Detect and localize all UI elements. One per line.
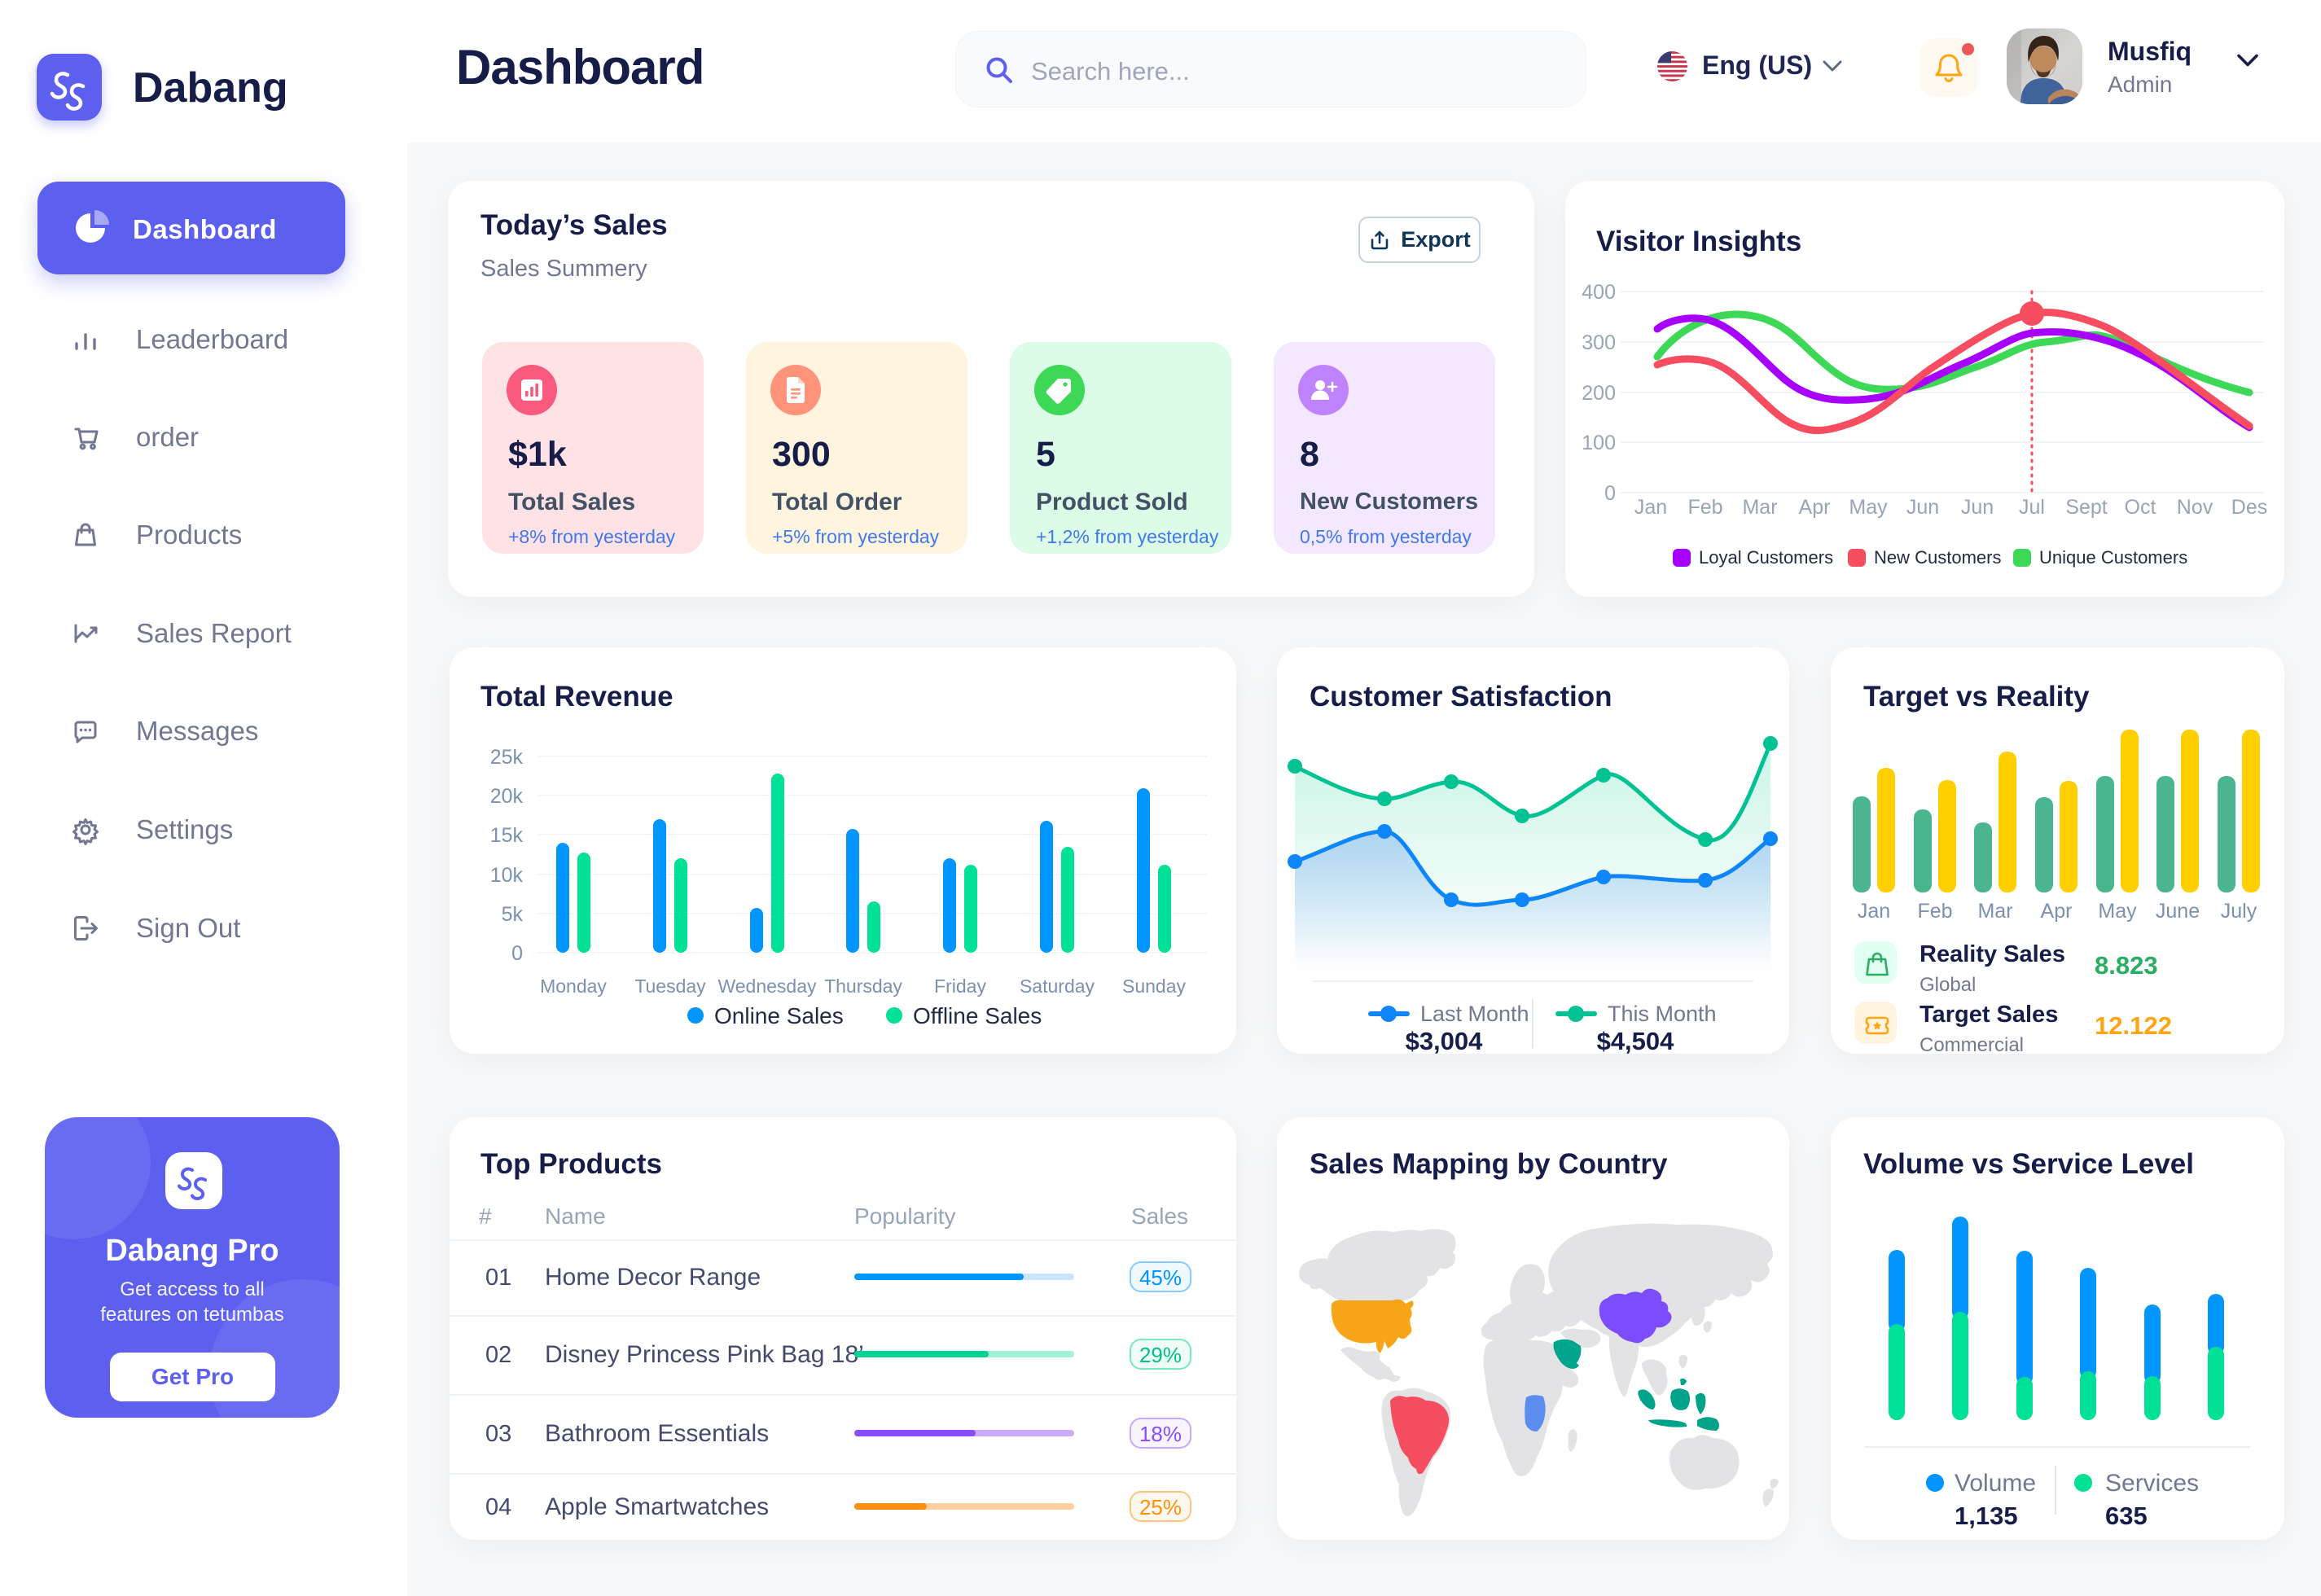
svg-text:0: 0 <box>1604 482 1616 505</box>
svg-text:Apr: Apr <box>2041 900 2073 923</box>
svg-text:Mar: Mar <box>1742 496 1777 519</box>
svg-text:Offline Sales: Offline Sales <box>913 1003 1042 1028</box>
svg-text:May: May <box>1849 496 1888 519</box>
svg-text:Oct: Oct <box>2125 496 2156 519</box>
svg-text:10k: 10k <box>490 864 524 887</box>
svg-text:$3,004: $3,004 <box>1406 1027 1484 1054</box>
svg-text:$4,504: $4,504 <box>1597 1027 1675 1054</box>
svg-text:Apr: Apr <box>1799 496 1831 519</box>
svg-text:Wednesday: Wednesday <box>717 976 817 997</box>
svg-text:Jun: Jun <box>1961 496 1994 519</box>
svg-text:Jan: Jan <box>1858 900 1890 923</box>
svg-text:Loyal Customers: Loyal Customers <box>1699 547 1833 568</box>
svg-text:200: 200 <box>1582 382 1616 405</box>
svg-text:Friday: Friday <box>934 976 986 997</box>
svg-text:15k: 15k <box>490 824 524 847</box>
svg-text:Des: Des <box>2231 496 2267 519</box>
svg-text:0: 0 <box>511 942 523 965</box>
svg-text:This Month: This Month <box>1608 1002 1717 1026</box>
svg-text:New Customers: New Customers <box>1874 547 2001 568</box>
svg-text:Online Sales: Online Sales <box>714 1003 844 1028</box>
svg-text:1,135: 1,135 <box>1955 1502 2018 1530</box>
svg-text:June: June <box>2156 900 2200 923</box>
svg-text:Saturday: Saturday <box>1020 976 1095 997</box>
svg-text:Services: Services <box>2105 1470 2199 1497</box>
svg-text:Jun: Jun <box>1906 496 1939 519</box>
svg-text:400: 400 <box>1582 281 1616 304</box>
svg-text:Sunday: Sunday <box>1122 976 1187 997</box>
svg-text:Jan: Jan <box>1634 496 1667 519</box>
svg-text:Feb: Feb <box>1687 496 1722 519</box>
svg-text:20k: 20k <box>490 785 524 808</box>
svg-text:Tuesday: Tuesday <box>634 976 706 997</box>
svg-text:Sept: Sept <box>2065 496 2107 519</box>
svg-text:635: 635 <box>2105 1502 2148 1530</box>
svg-text:Thursday: Thursday <box>824 976 902 997</box>
svg-text:Volume: Volume <box>1955 1470 2036 1497</box>
svg-text:Jul: Jul <box>2019 496 2045 519</box>
svg-text:300: 300 <box>1582 331 1616 354</box>
svg-text:July: July <box>2221 900 2257 923</box>
svg-text:Last Month: Last Month <box>1420 1002 1529 1026</box>
svg-text:Feb: Feb <box>1917 900 1952 923</box>
svg-text:25k: 25k <box>490 746 524 769</box>
svg-text:Nov: Nov <box>2177 496 2214 519</box>
svg-text:100: 100 <box>1582 432 1616 454</box>
svg-text:5k: 5k <box>502 903 524 926</box>
svg-text:Mar: Mar <box>1977 900 2012 923</box>
svg-text:May: May <box>2098 900 2137 923</box>
svg-text:Unique Customers: Unique Customers <box>2039 547 2187 568</box>
svg-text:Monday: Monday <box>540 976 607 997</box>
